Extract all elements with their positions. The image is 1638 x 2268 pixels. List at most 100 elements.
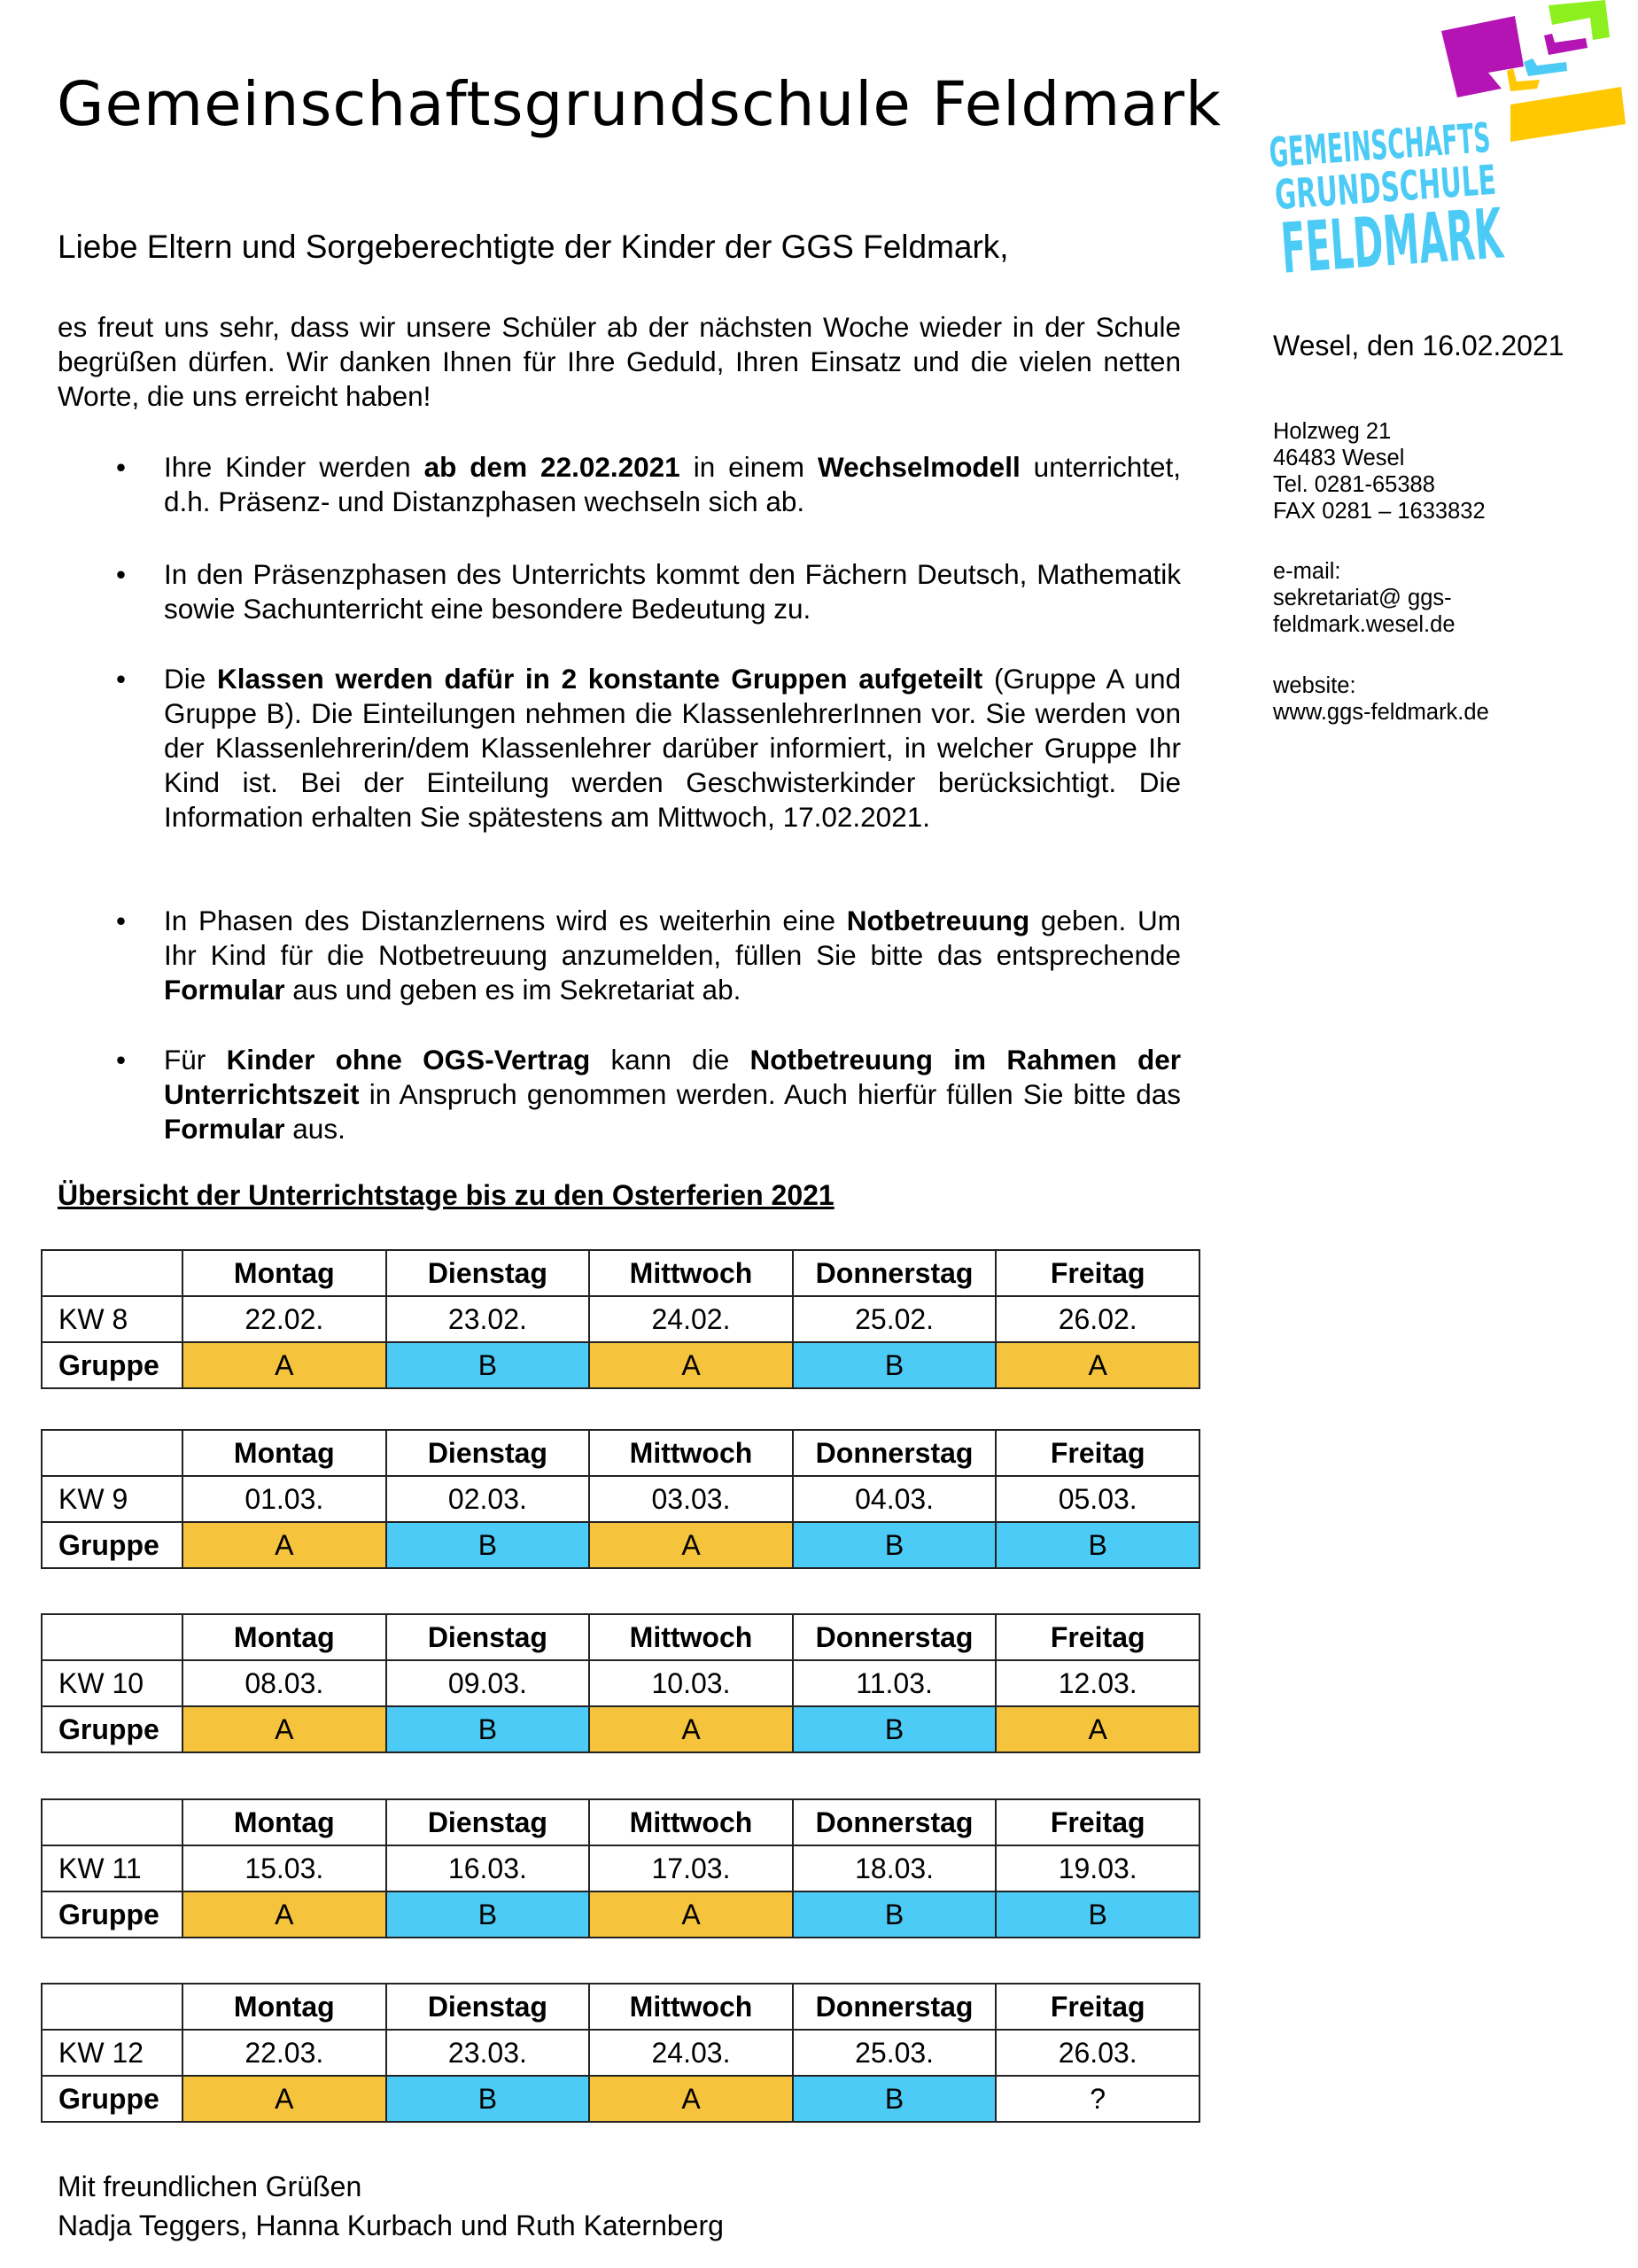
date-cell: 23.03. <box>384 2029 591 2077</box>
date-cell: 10.03. <box>588 1659 794 1707</box>
date-cell: 05.03. <box>995 1475 1200 1523</box>
text: unterrichtet, d.h. Präsenz- und Distanzp… <box>164 451 1182 517</box>
date-cell: 19.03. <box>995 1845 1200 1892</box>
group-cell: B <box>995 1891 1200 1938</box>
day-header: Montag <box>182 1249 387 1297</box>
group-cell: A <box>995 1341 1200 1389</box>
website-label: website: <box>1273 673 1356 698</box>
website-link[interactable]: www.ggs-feldmark.de <box>1273 700 1489 725</box>
address-city: 46483 Wesel <box>1273 446 1405 470</box>
day-header: Freitag <box>995 1249 1200 1297</box>
group-cell: A <box>182 1341 387 1389</box>
week-label: KW 8 <box>41 1295 183 1343</box>
bullet-item: • Ihre Kinder werden ab dem 22.02.2021 in… <box>116 450 1182 519</box>
week-table: Montag Dienstag Mittwoch Donnerstag Freitag K… <box>41 1983 1200 2123</box>
group-cell: B <box>791 1705 998 1753</box>
text: Für <box>164 1044 227 1076</box>
day-header: Donnerstag <box>791 1429 998 1477</box>
date-cell: 24.02. <box>588 1295 794 1343</box>
week-label: KW 11 <box>41 1845 183 1892</box>
day-header: Montag <box>182 1983 387 2031</box>
date-cell: 02.03. <box>384 1475 591 1523</box>
group-cell: B <box>384 1891 591 1938</box>
day-header: Mittwoch <box>588 1983 794 2031</box>
group-cell: B <box>791 1341 998 1389</box>
day-header: Donnerstag <box>791 1613 998 1661</box>
email-line-1[interactable]: sekretariat@ ggs- <box>1273 586 1452 610</box>
group-cell: B <box>384 2075 591 2123</box>
group-cell: A <box>588 2075 794 2123</box>
bold-text: ab dem 22.02.2021 <box>423 451 680 483</box>
day-header: Mittwoch <box>588 1249 794 1297</box>
day-header: Montag <box>182 1613 387 1661</box>
day-header: Freitag <box>995 1798 1200 1846</box>
greeting: Liebe Eltern und Sorgeberechtigte der Ki… <box>58 229 1009 265</box>
date-cell: 11.03. <box>791 1659 998 1707</box>
email-line-2[interactable]: feldmark.wesel.de <box>1273 612 1456 637</box>
signatures: Nadja Teggers, Hanna Kurbach und Ruth Ka… <box>58 2210 724 2241</box>
empty-cell <box>41 1798 183 1846</box>
fax: FAX 0281 – 1633832 <box>1273 499 1486 524</box>
group-cell: B <box>384 1341 591 1389</box>
day-header: Dienstag <box>384 1249 591 1297</box>
date-cell: 22.02. <box>182 1295 387 1343</box>
text: In den Präsenzphasen des Unterrichts kom… <box>164 558 1181 625</box>
day-header: Freitag <box>995 1429 1200 1477</box>
day-header: Dienstag <box>384 1983 591 2031</box>
text: in Anspruch genommen werden. Auch hierfü… <box>359 1078 1181 1110</box>
group-cell: B <box>791 1521 998 1569</box>
day-header: Dienstag <box>384 1429 591 1477</box>
group-cell: B <box>791 1891 998 1938</box>
date-cell: 25.02. <box>791 1295 998 1343</box>
logo-yellow-bar <box>1510 87 1626 142</box>
text: aus und geben es im Sekretariat ab. <box>284 974 741 1006</box>
week-table: Montag Dienstag Mittwoch Donnerstag Freitag K… <box>41 1613 1200 1753</box>
day-header: Freitag <box>995 1613 1200 1661</box>
date-cell: 26.03. <box>995 2029 1200 2077</box>
day-header: Donnerstag <box>791 1983 998 2031</box>
overview-heading: Übersicht der Unterrichtstage bis zu den… <box>58 1179 835 1211</box>
date-cell: 18.03. <box>791 1845 998 1892</box>
date-cell: 25.03. <box>791 2029 998 2077</box>
group-cell: A <box>182 1891 387 1938</box>
day-header: Mittwoch <box>588 1429 794 1477</box>
group-cell: A <box>588 1891 794 1938</box>
group-label: Gruppe <box>41 1341 183 1389</box>
date-cell: 24.03. <box>588 2029 794 2077</box>
logo-green-shape <box>1549 0 1610 40</box>
week-table: Montag Dienstag Mittwoch Donnerstag Freitag K… <box>41 1798 1200 1938</box>
day-header: Montag <box>182 1798 387 1846</box>
bullet-icon: • <box>116 451 127 483</box>
day-header: Dienstag <box>384 1613 591 1661</box>
group-cell: A <box>182 1705 387 1753</box>
week-table: Montag Dienstag Mittwoch Donnerstag Freitag K… <box>41 1429 1200 1569</box>
address-street: Holzweg 21 <box>1273 419 1392 444</box>
group-label: Gruppe <box>41 1891 183 1938</box>
text: Die <box>164 663 217 695</box>
group-cell: B <box>384 1705 591 1753</box>
bullet-icon: • <box>116 663 127 695</box>
day-header: Donnerstag <box>791 1798 998 1846</box>
group-label: Gruppe <box>41 2075 183 2123</box>
date-cell: 01.03. <box>182 1475 387 1523</box>
phone: Tel. 0281-65388 <box>1273 472 1435 497</box>
group-cell: A <box>995 1705 1200 1753</box>
day-header: Donnerstag <box>791 1249 998 1297</box>
bullet-item: • Für Kinder ohne OGS-Vertrag kann die No… <box>116 1043 1181 1146</box>
date-cell: 04.03. <box>791 1475 998 1523</box>
empty-cell <box>41 1983 183 2031</box>
bold-text: Wechselmodell <box>817 451 1021 483</box>
group-label: Gruppe <box>41 1521 183 1569</box>
date-cell: 17.03. <box>588 1845 794 1892</box>
bold-text: Notbetreuung <box>846 905 1030 936</box>
text: In Phasen des Distanzlernens wird es wei… <box>164 905 847 936</box>
day-header: Montag <box>182 1429 387 1477</box>
group-cell: A <box>588 1705 794 1753</box>
bullet-icon: • <box>116 905 127 936</box>
week-label: KW 12 <box>41 2029 183 2077</box>
bullet-icon: • <box>116 558 127 590</box>
date-cell: 23.02. <box>384 1295 591 1343</box>
bold-text: Klassen werden dafür in 2 konstante Grup… <box>216 663 983 695</box>
week-label: KW 10 <box>41 1659 183 1707</box>
date-cell: 15.03. <box>182 1845 387 1892</box>
